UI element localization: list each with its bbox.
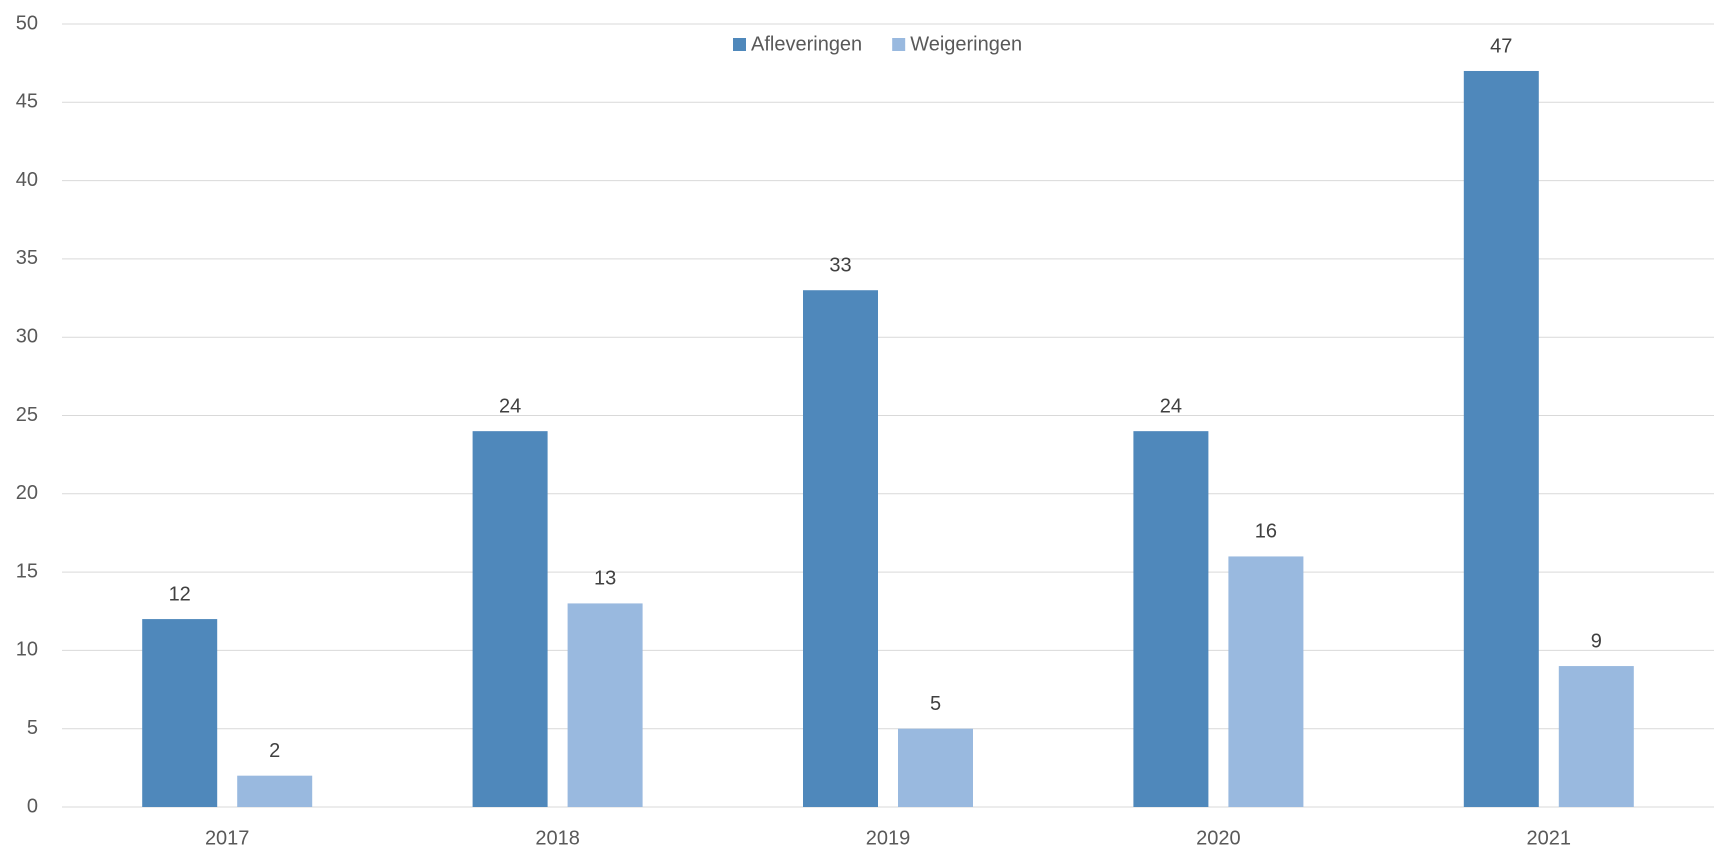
bar — [472, 431, 548, 807]
y-tick-label: 50 — [16, 12, 38, 34]
y-tick-label: 10 — [16, 639, 38, 661]
y-tick-label: 20 — [16, 482, 38, 504]
data-label: 24 — [499, 395, 521, 417]
y-tick-label: 25 — [16, 404, 38, 426]
x-tick-label: 2021 — [1527, 827, 1572, 849]
legend-swatch — [733, 38, 746, 51]
legend-swatch — [892, 38, 906, 51]
bar — [803, 290, 878, 808]
bar — [142, 619, 218, 807]
data-label: 9 — [1591, 630, 1602, 652]
bar — [1133, 431, 1209, 807]
x-tick-label: 2020 — [1196, 827, 1241, 849]
x-tick-label: 2017 — [205, 827, 250, 849]
x-tick-label: 2019 — [866, 827, 911, 849]
data-label: 13 — [594, 568, 616, 590]
data-label: 2 — [269, 740, 280, 762]
bar — [567, 603, 643, 807]
y-tick-label: 0 — [27, 795, 38, 817]
legend-label: Afleveringen — [751, 33, 862, 55]
bar — [1463, 70, 1539, 808]
data-label: 16 — [1255, 521, 1277, 543]
data-label: 12 — [169, 583, 191, 605]
y-tick-label: 45 — [16, 91, 38, 113]
y-tick-label: 5 — [27, 717, 38, 739]
bar — [1228, 556, 1304, 807]
data-label: 24 — [1160, 395, 1182, 417]
bar — [1558, 666, 1634, 807]
y-tick-label: 35 — [16, 247, 38, 269]
y-tick-label: 30 — [16, 325, 38, 347]
data-label: 47 — [1490, 35, 1512, 57]
y-tick-label: 15 — [16, 560, 38, 582]
legend-label: Weigeringen — [910, 33, 1022, 55]
x-tick-label: 2018 — [535, 827, 580, 849]
data-label: 33 — [829, 255, 851, 277]
bar — [898, 728, 973, 807]
bar — [237, 775, 313, 807]
y-tick-label: 40 — [16, 169, 38, 191]
data-label: 5 — [930, 693, 941, 715]
